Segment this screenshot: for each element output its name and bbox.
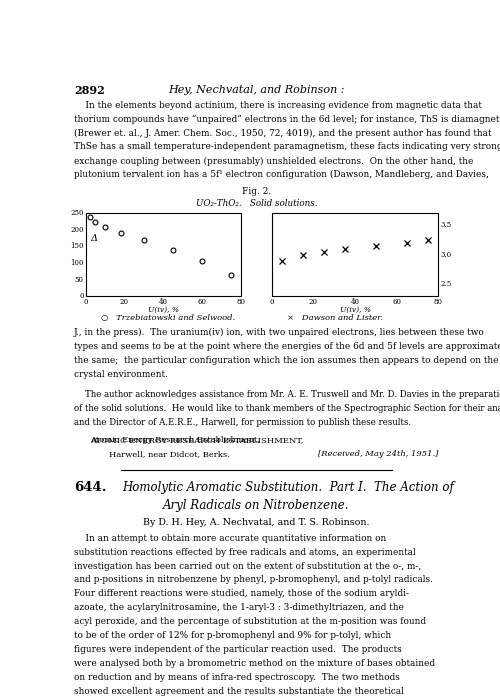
Text: substitution reactions effected by free radicals and atoms, an experimental: substitution reactions effected by free … [74, 548, 416, 557]
Text: 0: 0 [80, 292, 84, 300]
Text: Atomic Energy Research Establishment,: Atomic Energy Research Establishment, [90, 436, 260, 444]
Text: 0: 0 [84, 299, 88, 306]
Text: 644.: 644. [74, 481, 106, 494]
Text: the same;  the particular configuration which the ion assumes then appears to de: the same; the particular configuration w… [74, 356, 498, 365]
Text: Aryl Radicals on Nitrobenzene.: Aryl Radicals on Nitrobenzene. [163, 499, 350, 512]
Text: were analysed both by a bromometric method on the mixture of bases obtained: were analysed both by a bromometric meth… [74, 659, 435, 668]
Text: of the solid solutions.  He would like to thank members of the Spectrographic Se: of the solid solutions. He would like to… [74, 404, 500, 413]
Text: 2.5: 2.5 [440, 280, 452, 288]
Text: In the elements beyond actinium, there is increasing evidence from magnetic data: In the elements beyond actinium, there i… [74, 101, 482, 110]
Text: 40: 40 [159, 299, 168, 306]
Text: Harwell, near Didcot, Berks.: Harwell, near Didcot, Berks. [109, 450, 230, 458]
Text: ATOMIC ENERGY RESEARCH ESTABLISHMENT,: ATOMIC ENERGY RESEARCH ESTABLISHMENT, [90, 436, 303, 444]
Text: to be of the order of 12% for p-bromophenyl and 9% for p-tolyl, which: to be of the order of 12% for p-bromophe… [74, 631, 391, 640]
Text: ×   Dawson and Lister.: × Dawson and Lister. [287, 314, 384, 322]
Text: The author acknowledges assistance from Mr. A. E. Truswell and Mr. D. Davies in : The author acknowledges assistance from … [74, 390, 500, 399]
Text: 20: 20 [309, 299, 318, 306]
Text: 3.5: 3.5 [440, 221, 452, 229]
Text: Four different reactions were studied, namely, those of the sodium aryldi-: Four different reactions were studied, n… [74, 590, 409, 599]
Text: ○   Trzebiatowski and Selwood.: ○ Trzebiatowski and Selwood. [101, 314, 235, 322]
Text: By D. H. Hey, A. Nechvatal, and T. S. Robinson.: By D. H. Hey, A. Nechvatal, and T. S. Ro… [143, 518, 370, 527]
Text: investigation has been carried out on the extent of substitution at the o-, m-,: investigation has been carried out on th… [74, 562, 422, 571]
Text: 20: 20 [120, 299, 129, 306]
Text: azoate, the acylarylnitrosamine, the 1-aryl-3 : 3-dimethyltriazen, and the: azoate, the acylarylnitrosamine, the 1-a… [74, 603, 404, 612]
Text: acyl peroxide, and the percentage of substitution at the m-position was found: acyl peroxide, and the percentage of sub… [74, 617, 426, 626]
Text: and the Director of A.E.R.E., Harwell, for permission to publish these results.: and the Director of A.E.R.E., Harwell, f… [74, 418, 411, 427]
Text: UO₂-ThO₂.   Solid solutions.: UO₂-ThO₂. Solid solutions. [196, 199, 317, 207]
Text: Fig. 2.: Fig. 2. [242, 187, 271, 196]
Text: and p-positions in nitrobenzene by phenyl, p-bromophenyl, and p-tolyl radicals.: and p-positions in nitrobenzene by pheny… [74, 576, 433, 585]
Text: Δ: Δ [90, 234, 97, 243]
Text: 60: 60 [392, 299, 401, 306]
Text: plutonium tervalent ion has a 5f¹ electron configuration (Dawson, Mandleberg, an: plutonium tervalent ion has a 5f¹ electr… [74, 171, 489, 180]
Text: crystal environment.: crystal environment. [74, 370, 168, 379]
Text: 40: 40 [350, 299, 360, 306]
Text: 250: 250 [70, 209, 84, 217]
Text: 0: 0 [270, 299, 274, 306]
Text: showed excellent agreement and the results substantiate the theoretical: showed excellent agreement and the resul… [74, 687, 404, 696]
Text: U(iv), %: U(iv), % [148, 306, 179, 314]
Text: 50: 50 [75, 276, 84, 284]
Text: 100: 100 [70, 259, 84, 267]
Text: 3.0: 3.0 [440, 251, 452, 259]
Text: 60: 60 [198, 299, 206, 306]
Text: Hey, Nechvatal, and Robinson :: Hey, Nechvatal, and Robinson : [168, 85, 344, 95]
Text: U(iv), %: U(iv), % [340, 306, 370, 314]
Text: 2892: 2892 [74, 85, 105, 96]
Text: ThSe has a small temperature-independent paramagnetism, these facts indicating v: ThSe has a small temperature-independent… [74, 143, 500, 152]
Text: types and seems to be at the point where the energies of the 6d and 5f levels ar: types and seems to be at the point where… [74, 342, 500, 351]
Text: 150: 150 [70, 242, 84, 251]
Text: on reduction and by means of infra-red spectroscopy.  The two methods: on reduction and by means of infra-red s… [74, 673, 400, 682]
Text: [Received, May 24th, 1951.]: [Received, May 24th, 1951.] [318, 450, 438, 458]
Text: thorium compounds have “unpaired” electrons in the 6d level; for instance, ThS i: thorium compounds have “unpaired” electr… [74, 115, 500, 124]
Text: exchange coupling between (presumably) unshielded electrons.  On the other hand,: exchange coupling between (presumably) u… [74, 157, 473, 166]
Text: (Brewer et. al., J. Amer. Chem. Soc., 1950, 72, 4019), and the present author ha: (Brewer et. al., J. Amer. Chem. Soc., 19… [74, 129, 492, 138]
Text: 200: 200 [70, 226, 84, 234]
Text: 80: 80 [236, 299, 245, 306]
Text: Homolytic Aromatic Substitution.  Part I.  The Action of: Homolytic Aromatic Substitution. Part I.… [122, 481, 454, 494]
Text: figures were independent of the particular reaction used.  The products: figures were independent of the particul… [74, 645, 402, 654]
Text: J., in the press).  The uranium(iv) ion, with two unpaired electrons, lies betwe: J., in the press). The uranium(iv) ion, … [74, 328, 485, 337]
Text: 80: 80 [434, 299, 443, 306]
Text: In an attempt to obtain more accurate quantitative information on: In an attempt to obtain more accurate qu… [74, 534, 386, 543]
